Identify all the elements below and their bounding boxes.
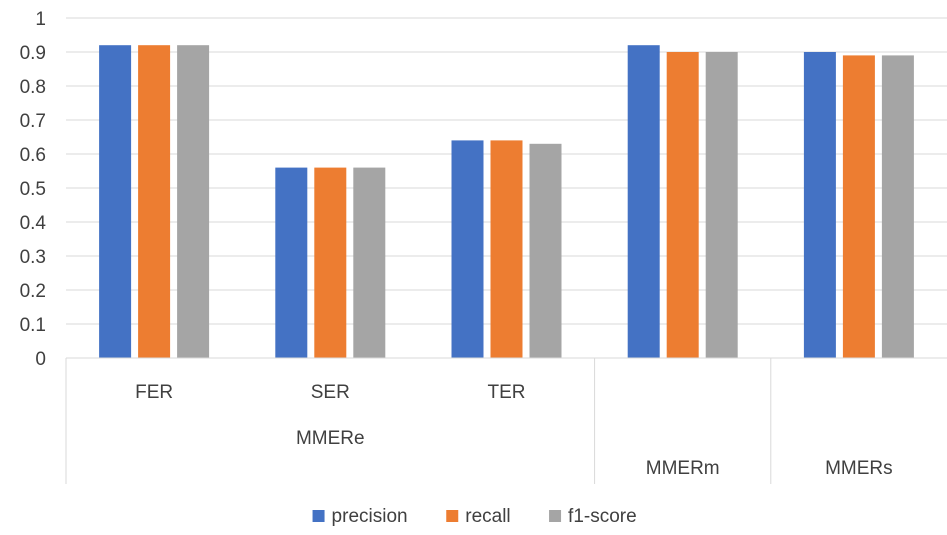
y-tick-label: 0.1 [20,315,46,336]
bar-f1-score-mmerm [705,52,738,358]
bar-precision-mmerm [627,45,660,358]
x-tick-label: FER [135,382,173,403]
y-tick-label: 0.2 [20,281,46,302]
y-tick-label: 0 [35,349,46,370]
bar-precision-fer [99,45,132,358]
bars [99,45,914,359]
y-tick-label: 1 [35,9,46,30]
bar-recall-ter [490,140,523,358]
y-tick-label: 0.5 [20,179,46,200]
legend-label-f1-score: f1-score [568,506,637,527]
y-tick-label: 0.3 [20,247,46,268]
x-axis: FER SER TER MMERe MMERm MMERs [65,357,947,484]
x-tick-label: MMERs [825,458,893,479]
x-tick-label: MMERm [646,458,720,479]
bar-recall-fer [138,45,171,358]
bar-precision-mmers [803,52,836,358]
bar-f1-score-mmers [881,55,914,359]
bar-recall-mmerm [666,52,699,358]
bar-recall-ser [314,167,347,358]
legend-label-recall: recall [465,506,510,527]
y-tick-label: 0.8 [20,77,46,98]
y-tick-label: 0.7 [20,111,46,132]
bar-precision-ser [275,167,308,358]
x-tick-label: SER [311,382,350,403]
bar-f1-score-ser [353,167,386,358]
bar-f1-score-ter [529,143,562,358]
legend: precision recall f1-score [312,506,637,527]
legend-swatch-precision [312,510,325,522]
y-tick-label: 0.4 [20,213,47,234]
y-tick-label: 0.9 [20,43,46,64]
y-tick-label: 0.6 [20,145,46,166]
legend-label-precision: precision [332,506,408,527]
bar-precision-ter [451,140,484,358]
bar-recall-mmers [842,55,875,359]
bar-f1-score-fer [177,45,210,358]
legend-swatch-recall [446,510,459,522]
y-axis-tick-labels: 0 0.1 0.2 0.3 0.4 0.5 0.6 0.7 0.8 0.9 1 [20,9,47,370]
x-group-label: MMERe [296,428,365,449]
x-tick-label: TER [488,382,526,403]
legend-swatch-f1-score [549,510,562,522]
